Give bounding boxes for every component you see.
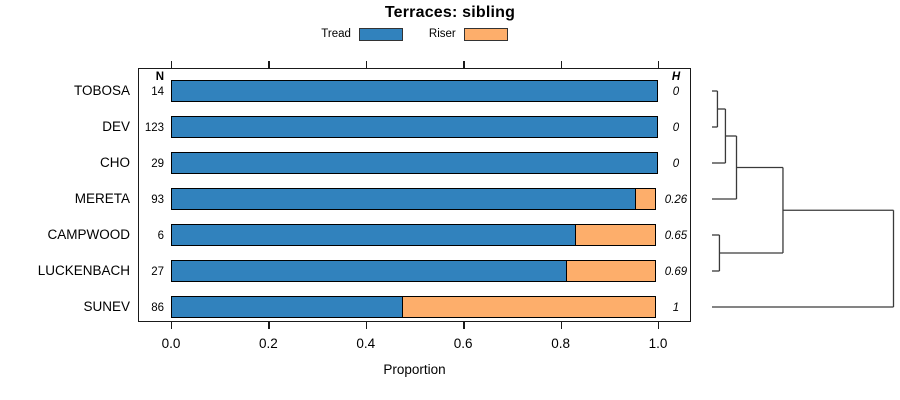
x-tick-bottom (268, 322, 270, 329)
x-tick-label: 0.2 (259, 336, 278, 351)
bar-segment-tread (171, 224, 577, 246)
category-label-luckenbach: LUCKENBACH (37, 263, 130, 278)
bar-sunev (171, 296, 658, 318)
bar-segment-tread (171, 116, 658, 138)
x-tick-label: 0.6 (453, 336, 473, 351)
dendrogram-links (712, 90, 895, 308)
bar-mereta (171, 188, 658, 210)
bar-segment-riser (401, 296, 657, 318)
bar-tobosa (171, 80, 658, 102)
n-value: 86 (151, 302, 164, 314)
bar-segment-tread (171, 80, 658, 102)
bar-segment-tread (171, 152, 658, 174)
x-tick-label: 0.0 (161, 336, 181, 351)
x-tick-top (171, 61, 173, 68)
n-column-header: N (155, 71, 164, 83)
bar-segment-riser (575, 224, 657, 246)
bar-luckenbach (171, 260, 658, 282)
legend-label-tread: Tread (321, 28, 351, 40)
h-value: 0.69 (664, 266, 688, 278)
legend-label-riser: Riser (428, 28, 456, 40)
category-label-campwood: CAMPWOOD (47, 227, 131, 242)
h-value: 0 (672, 86, 680, 98)
bar-dev (171, 116, 658, 138)
h-value: 0 (672, 158, 680, 170)
category-label-sunev: SUNEV (83, 299, 130, 314)
x-tick-top (658, 61, 660, 68)
x-tick-bottom (365, 322, 368, 329)
n-value: 6 (157, 230, 164, 242)
h-column-header: H (671, 71, 681, 83)
bar-campwood (171, 224, 658, 246)
x-tick-bottom (463, 322, 465, 329)
legend-item-tread: Tread (321, 27, 403, 41)
bar-segment-tread (171, 260, 568, 282)
x-tick-bottom (658, 322, 660, 329)
bar-cho (171, 152, 658, 174)
x-tick-top (560, 61, 562, 68)
n-value: 27 (151, 266, 164, 278)
n-value: 123 (144, 122, 164, 134)
n-value: 29 (151, 158, 164, 170)
category-label-cho: CHO (100, 155, 130, 170)
bar-segment-riser (635, 188, 657, 210)
category-label-dev: DEV (102, 119, 130, 134)
tread-color-swatch (358, 27, 403, 41)
bar-segment-tread (171, 188, 638, 210)
legend-item-riser: Riser (428, 27, 508, 41)
x-tick-top (365, 61, 368, 68)
n-value: 93 (151, 194, 164, 206)
category-label-mereta: MERETA (74, 191, 130, 206)
n-value: 14 (151, 86, 164, 98)
x-axis-title: Proportion (383, 362, 446, 377)
h-value: 0.26 (664, 194, 688, 206)
x-tick-bottom (171, 322, 173, 329)
bar-segment-riser (566, 260, 657, 282)
plot-area (138, 68, 691, 322)
x-tick-top (268, 61, 270, 68)
x-tick-bottom (560, 322, 562, 329)
bar-segment-tread (171, 296, 404, 318)
h-value: 0.65 (664, 230, 688, 242)
x-tick-label: 1.0 (648, 336, 668, 351)
x-tick-label: 0.8 (551, 336, 570, 351)
legend: Tread Riser (138, 26, 691, 42)
x-tick-top (463, 61, 465, 68)
category-label-tobosa: TOBOSA (73, 83, 130, 98)
h-value: 0 (672, 122, 680, 134)
h-value: 1 (672, 302, 680, 314)
x-tick-label: 0.4 (356, 336, 376, 351)
riser-color-swatch (463, 27, 508, 41)
chart-title: Terraces: sibling (384, 4, 516, 21)
